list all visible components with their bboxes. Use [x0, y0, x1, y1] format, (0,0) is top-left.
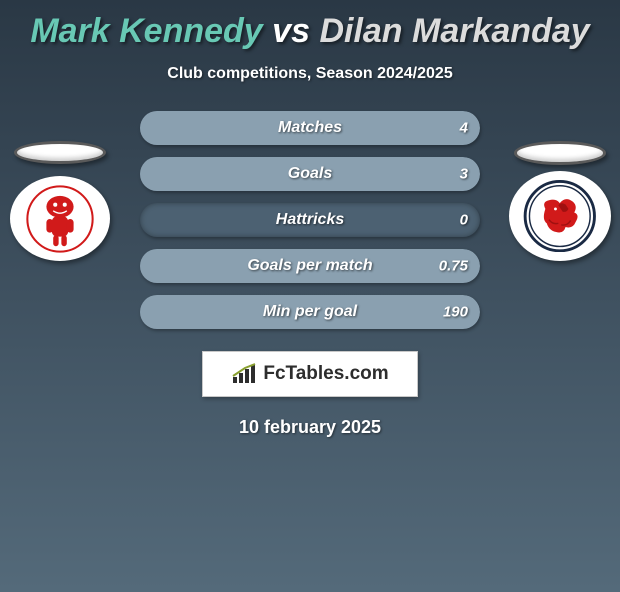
stat-row: Goals 3: [140, 157, 480, 191]
stat-value-right: 3: [460, 166, 468, 183]
branding-box[interactable]: FcTables.com: [202, 351, 418, 397]
dragon-crest-icon: [519, 180, 601, 252]
stat-label: Goals per match: [247, 257, 372, 275]
right-club-badge: [510, 141, 610, 261]
stat-label: Goals: [288, 165, 332, 183]
stat-label: Min per goal: [263, 303, 357, 321]
stat-value-right: 4: [460, 120, 468, 137]
stat-label: Hattricks: [276, 211, 344, 229]
stat-row: Hattricks 0: [140, 203, 480, 237]
stat-row: Matches 4: [140, 111, 480, 145]
stat-value-right: 190: [443, 304, 468, 321]
left-club-badge: [10, 141, 110, 261]
comparison-title: Mark Kennedy vs Dilan Markanday: [0, 12, 620, 51]
stat-value-right: 0: [460, 212, 468, 229]
stats-area: Matches 4 Goals 3 Hattricks 0 Goals per match 0…: [0, 111, 620, 341]
right-club-crest: [509, 171, 611, 261]
imp-crest-icon: [20, 185, 100, 253]
stat-row: Min per goal 190: [140, 295, 480, 329]
stat-row: Goals per match 0.75: [140, 249, 480, 283]
stat-value-right: 0.75: [439, 258, 468, 275]
subtitle: Club competitions, Season 2024/2025: [0, 65, 620, 83]
stat-label: Matches: [278, 119, 342, 137]
left-club-crest: [10, 176, 110, 261]
player1-name: Mark Kennedy: [30, 12, 262, 50]
player2-name: Dilan Markanday: [319, 12, 589, 50]
stat-bars: Matches 4 Goals 3 Hattricks 0 Goals per match 0…: [140, 111, 480, 341]
branding-text: FcTables.com: [263, 363, 388, 385]
left-platform-ellipse: [14, 141, 106, 164]
right-platform-ellipse: [514, 141, 606, 165]
date-text: 10 february 2025: [0, 417, 620, 438]
chart-icon: [231, 363, 257, 385]
vs-text: vs: [272, 12, 310, 50]
